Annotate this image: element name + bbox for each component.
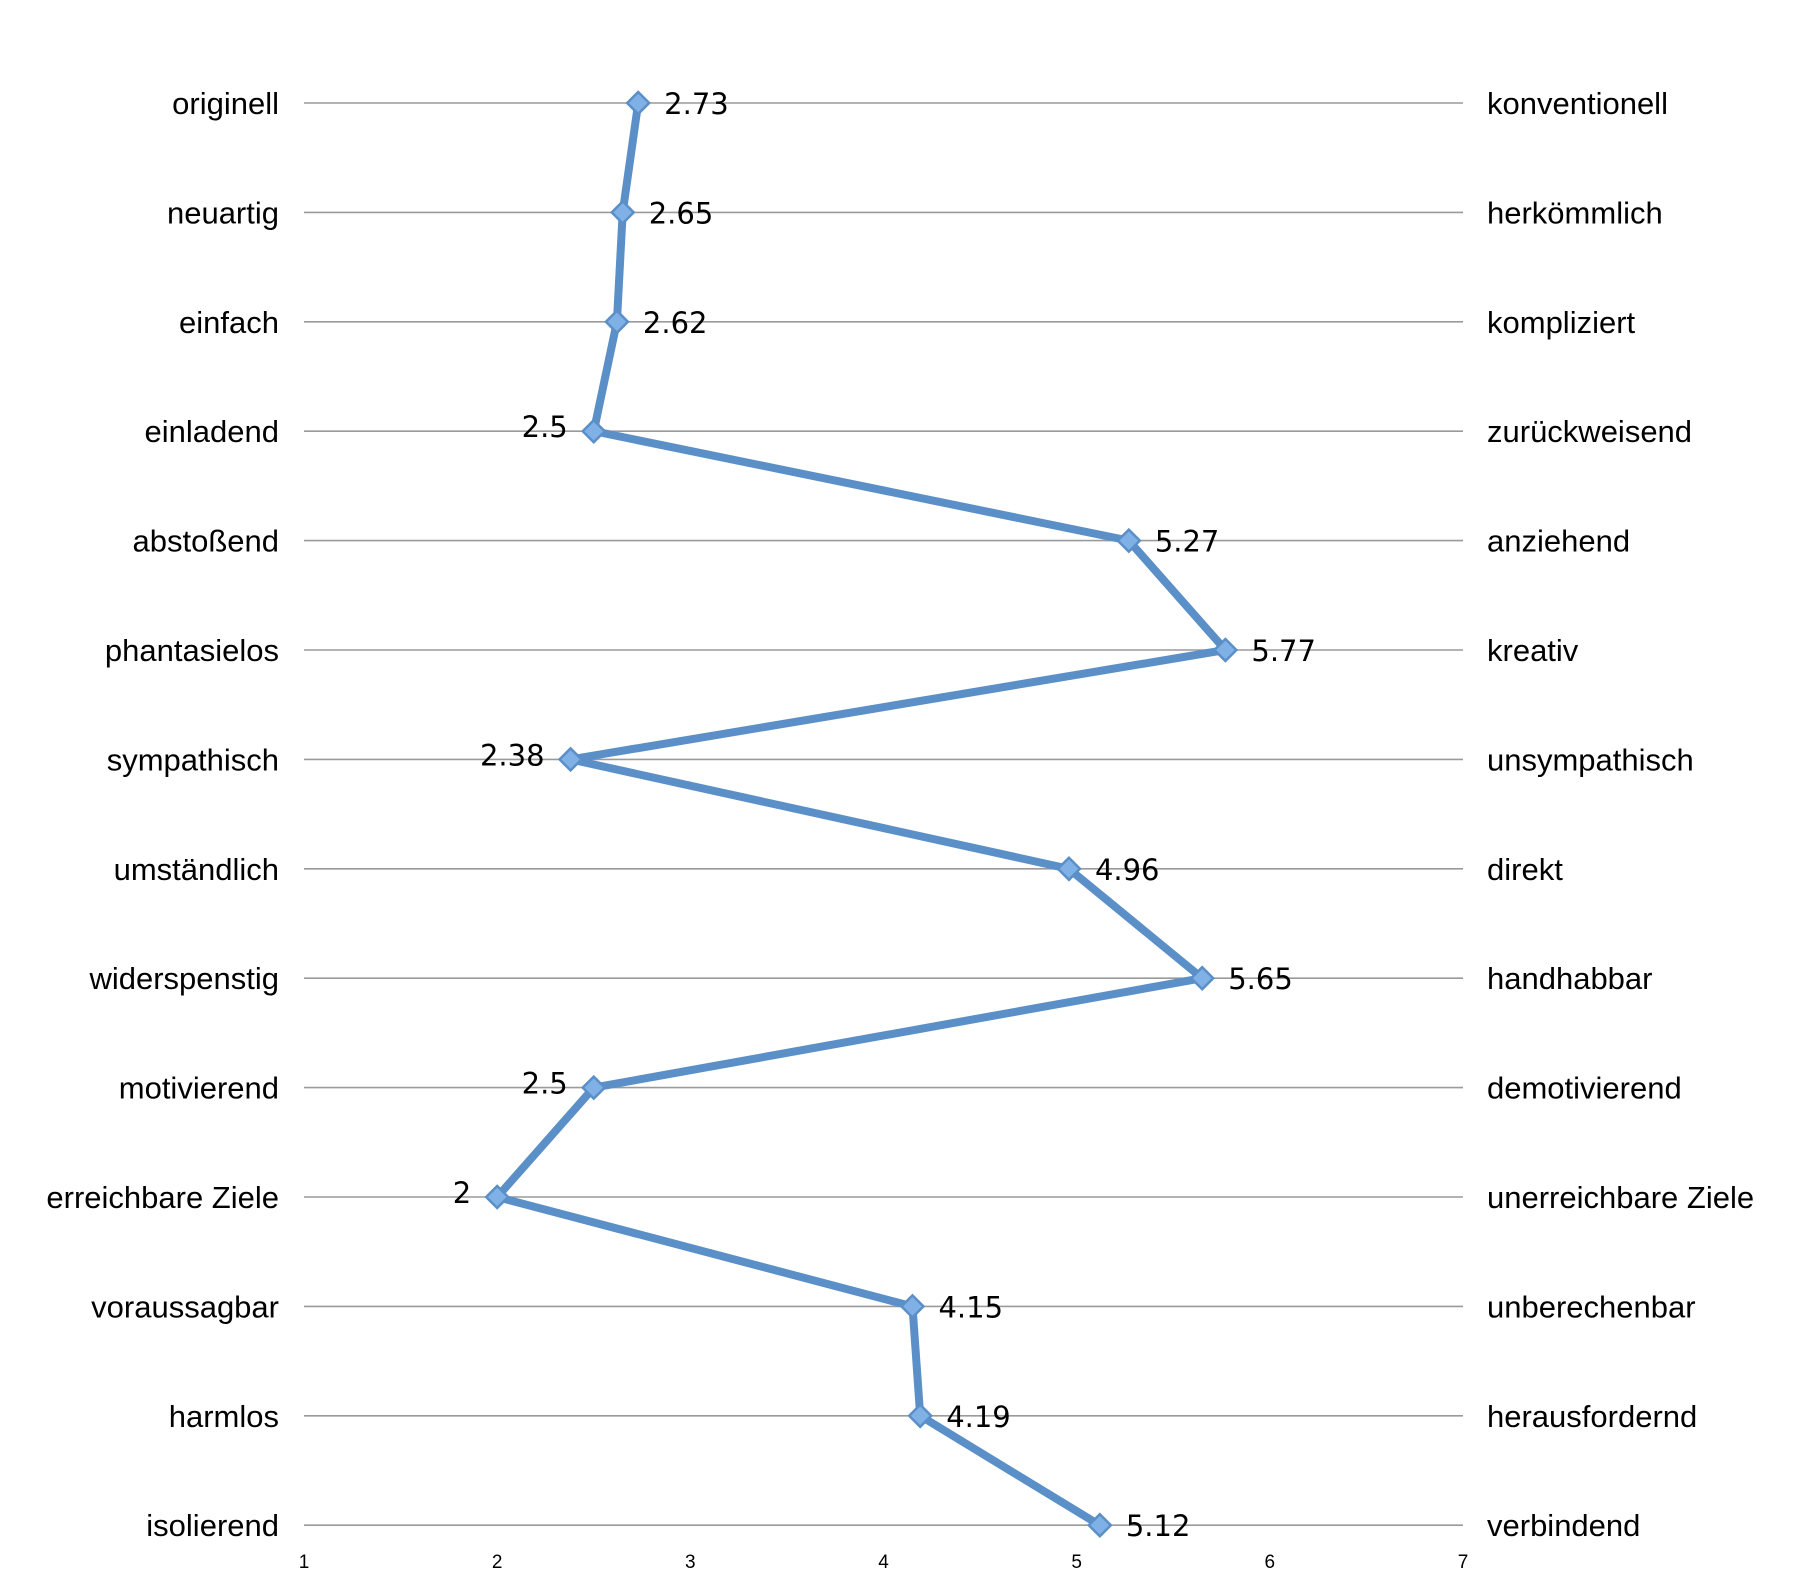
series-line-path — [489, 102, 1234, 1529]
x-tick-label: 5 — [1071, 1552, 1082, 1570]
x-tick-label: 3 — [685, 1552, 696, 1570]
data-point-marker — [1056, 856, 1082, 882]
left-label: umständlich — [114, 852, 279, 887]
x-tick-label: 1 — [299, 1552, 310, 1570]
right-labels: konventionell herkömmlich kompliziert zurüc… — [1487, 86, 1754, 1543]
data-label: 2.65 — [649, 196, 714, 230]
data-point-marker — [899, 1293, 926, 1320]
left-label: einfach — [179, 305, 279, 340]
data-label: 4.15 — [938, 1290, 1003, 1324]
data-label: 2.62 — [643, 306, 708, 340]
data-label: 2.5 — [522, 410, 568, 444]
series-line — [489, 102, 1234, 1529]
left-label: phantasielos — [105, 633, 279, 668]
left-label: sympathisch — [107, 742, 279, 777]
right-label: kompliziert — [1487, 305, 1636, 340]
series-markers — [484, 90, 1239, 1538]
left-label: abstoßend — [133, 524, 280, 559]
data-label: 2.5 — [522, 1067, 568, 1101]
data-point-marker — [625, 90, 651, 116]
data-point-marker — [580, 1074, 607, 1101]
data-point-marker — [1087, 1512, 1113, 1538]
x-axis-ticks: 1 2 3 4 5 6 7 — [299, 1552, 1469, 1573]
data-label: 4.96 — [1095, 853, 1160, 887]
left-label: neuartig — [167, 195, 279, 230]
right-label: unerreichbare Ziele — [1487, 1180, 1754, 1215]
right-label: anziehend — [1487, 524, 1630, 559]
data-point-marker — [1189, 965, 1215, 991]
data-point-marker — [604, 309, 630, 335]
data-point-marker — [1212, 637, 1239, 663]
data-label: 5.27 — [1155, 525, 1220, 559]
data-point-marker — [580, 418, 607, 444]
data-point-marker — [557, 746, 584, 773]
data-label: 5.12 — [1126, 1509, 1191, 1543]
right-label: herausfordernd — [1487, 1399, 1697, 1434]
data-label: 4.19 — [946, 1400, 1011, 1434]
right-label: zurückweisend — [1487, 414, 1692, 449]
left-label: einladend — [145, 414, 279, 449]
x-tick-label: 4 — [878, 1552, 889, 1570]
left-label: erreichbare Ziele — [46, 1180, 279, 1215]
data-label: 2.38 — [480, 738, 545, 772]
right-label: direkt — [1487, 852, 1563, 887]
data-label: 5.65 — [1228, 962, 1293, 996]
left-labels: originell neuartig einfach einladend abstoße… — [46, 86, 279, 1543]
right-label: unberechenbar — [1487, 1289, 1696, 1324]
data-point-marker — [609, 199, 636, 226]
left-label: isolierend — [146, 1508, 279, 1543]
right-label: handhabbar — [1487, 961, 1653, 996]
left-label: harmlos — [169, 1399, 279, 1434]
data-point-marker — [484, 1184, 510, 1210]
left-label: originell — [172, 86, 279, 121]
right-label: verbindend — [1487, 1508, 1640, 1543]
data-point-marker — [907, 1403, 933, 1429]
data-point-marker — [1116, 527, 1142, 554]
x-tick-label: 2 — [492, 1552, 503, 1570]
right-label: herkömmlich — [1487, 195, 1663, 230]
data-label: 2.73 — [664, 87, 729, 121]
x-tick-label: 6 — [1265, 1552, 1276, 1570]
data-label: 5.77 — [1251, 634, 1316, 668]
left-label: motivierend — [119, 1071, 279, 1106]
left-label: voraussagbar — [91, 1289, 279, 1324]
data-label: 2 — [453, 1176, 471, 1210]
grid-lines — [304, 102, 1463, 1526]
right-label: konventionell — [1487, 86, 1668, 121]
x-tick-label: 7 — [1458, 1552, 1469, 1570]
right-label: kreativ — [1487, 633, 1579, 668]
value-labels: 2.73 2.65 2.62 2.5 5.27 5.77 2.38 4.96 5.65 2.5 2 4… — [453, 87, 1316, 1543]
left-label: widerspenstig — [88, 961, 279, 996]
right-label: demotivierend — [1487, 1071, 1682, 1106]
right-label: unsympathisch — [1487, 742, 1694, 777]
